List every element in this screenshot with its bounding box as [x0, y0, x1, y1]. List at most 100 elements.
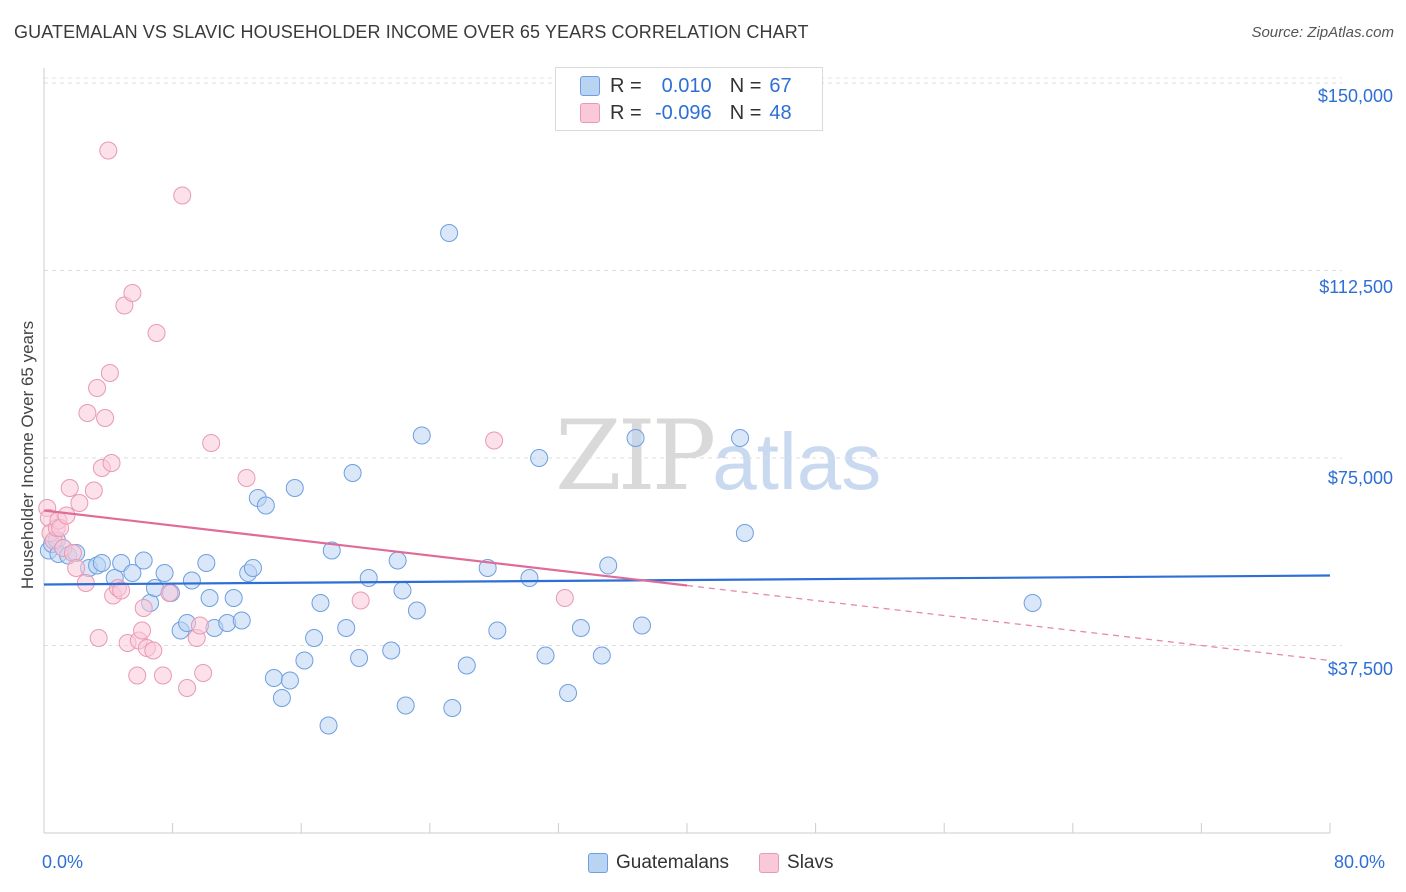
correlation-legend: R = 0.010 N = 67 R = -0.096 N = 48 [555, 67, 823, 131]
guatemalans-point [264, 669, 283, 687]
slavs-swatch [759, 853, 780, 873]
guatemalans-point [322, 541, 341, 560]
guatemalans-point [592, 646, 611, 665]
watermark-zip: ZIP [555, 400, 716, 512]
guatemalans-point [735, 524, 754, 542]
legend-row-guatemalans: R = 0.010 N = 67 [580, 73, 792, 99]
slavs-point [100, 364, 119, 382]
slavs-point [102, 454, 121, 472]
guatemalans-point [393, 581, 412, 600]
guatemalans-point [530, 449, 549, 467]
legend-item-guatemalans[interactable]: Guatemalans [588, 852, 729, 874]
guatemalans-point [571, 619, 590, 637]
slavs-swatch [580, 103, 600, 123]
guatemalans-point [632, 616, 651, 635]
slavs-trend-extension [686, 584, 1331, 662]
n-label: N = [729, 101, 762, 124]
guatemalans-point [412, 426, 431, 445]
n-value: 48 [769, 101, 792, 124]
slavs-point [70, 494, 89, 512]
y-tick-label: $37,500 [1327, 659, 1393, 679]
slavs-point [555, 589, 574, 607]
slavs-trend-line [43, 509, 688, 587]
guatemalans-point [337, 619, 356, 637]
guatemalans-point [182, 571, 201, 590]
guatemalans-point [440, 224, 459, 242]
source-label: Source: ZipAtlas.com [1251, 24, 1394, 41]
guatemalans-point [343, 464, 362, 482]
guatemalans-point [295, 651, 314, 670]
guatemalans-point [272, 689, 291, 707]
guatemalans-point [280, 671, 299, 690]
guatemalans-point [200, 589, 219, 607]
slavs-point [88, 379, 107, 397]
guatemalans-point [520, 569, 539, 587]
slavs-point [67, 559, 86, 577]
r-value: -0.096 [654, 101, 712, 124]
guatemalans-point [155, 564, 174, 582]
x-tick-label: 80.0% [1334, 852, 1386, 872]
slavs-point [112, 581, 131, 600]
guatemalans-point [311, 594, 330, 612]
guatemalans-point [407, 601, 426, 620]
legend-item-slavs[interactable]: Slavs [759, 852, 833, 874]
guatemalans-point [626, 429, 645, 447]
guatemalans-point [396, 696, 415, 715]
slavs-point [60, 479, 79, 497]
slavs-point [134, 599, 153, 617]
guatemalans-point [443, 699, 462, 717]
slavs-point [160, 584, 179, 602]
series-legend: Guatemalans Slavs [588, 852, 863, 874]
guatemalans-point [1023, 594, 1042, 612]
slavs-point [63, 544, 82, 562]
slavs-point [351, 591, 370, 610]
guatemalans-point [559, 684, 578, 702]
guatemalans-point [256, 496, 275, 515]
guatemalans-point [224, 589, 243, 607]
guatemalans-point [123, 564, 142, 582]
y-tick-label: $75,000 [1327, 468, 1393, 488]
guatemalans-point [388, 551, 407, 570]
slavs-point [485, 431, 504, 450]
guatemalans-point [243, 559, 262, 577]
chart-title: GUATEMALAN VS SLAVIC HOUSEHOLDER INCOME … [14, 22, 809, 42]
guatemalans-point [92, 554, 111, 572]
slavs-point [128, 666, 147, 685]
slavs-point [144, 641, 163, 660]
guatemalans-point [232, 611, 251, 630]
slavs-point [123, 284, 142, 302]
guatemalans-swatch [588, 853, 608, 873]
guatemalans-trend-line [43, 574, 1331, 586]
guatemalans-point [112, 554, 131, 572]
y-tick-label: $150,000 [1317, 86, 1393, 106]
slavs-point [84, 481, 103, 500]
guatemalans-point [319, 716, 338, 735]
r-label: R = [610, 101, 642, 124]
guatemalans-point [599, 556, 618, 575]
slavs-point [89, 629, 108, 647]
slavs-point [178, 679, 197, 697]
r-label: R = [610, 74, 642, 97]
guatemalans-point [197, 554, 216, 572]
slavs-point [194, 664, 213, 682]
slavs-point [173, 186, 192, 205]
slavs-point [190, 616, 209, 635]
n-label: N = [729, 74, 762, 97]
guatemalans-swatch [580, 76, 600, 96]
guatemalans-point [382, 641, 401, 660]
slavs-point [153, 666, 172, 685]
slavs-point [133, 621, 152, 640]
guatemalans-point [305, 629, 324, 647]
guatemalans-point [457, 656, 476, 675]
y-axis-label: Householder Income Over 65 years [18, 320, 37, 590]
guatemalans-point [359, 569, 378, 587]
x-tick-label: 0.0% [42, 852, 84, 872]
slavs-point [57, 506, 76, 525]
guatemalans-point [285, 479, 304, 497]
y-tick-label: $112,500 [1319, 277, 1393, 297]
guatemalans-point [731, 429, 750, 447]
slavs-point [96, 409, 115, 427]
slavs-point [202, 434, 221, 452]
slavs-point [147, 324, 166, 342]
